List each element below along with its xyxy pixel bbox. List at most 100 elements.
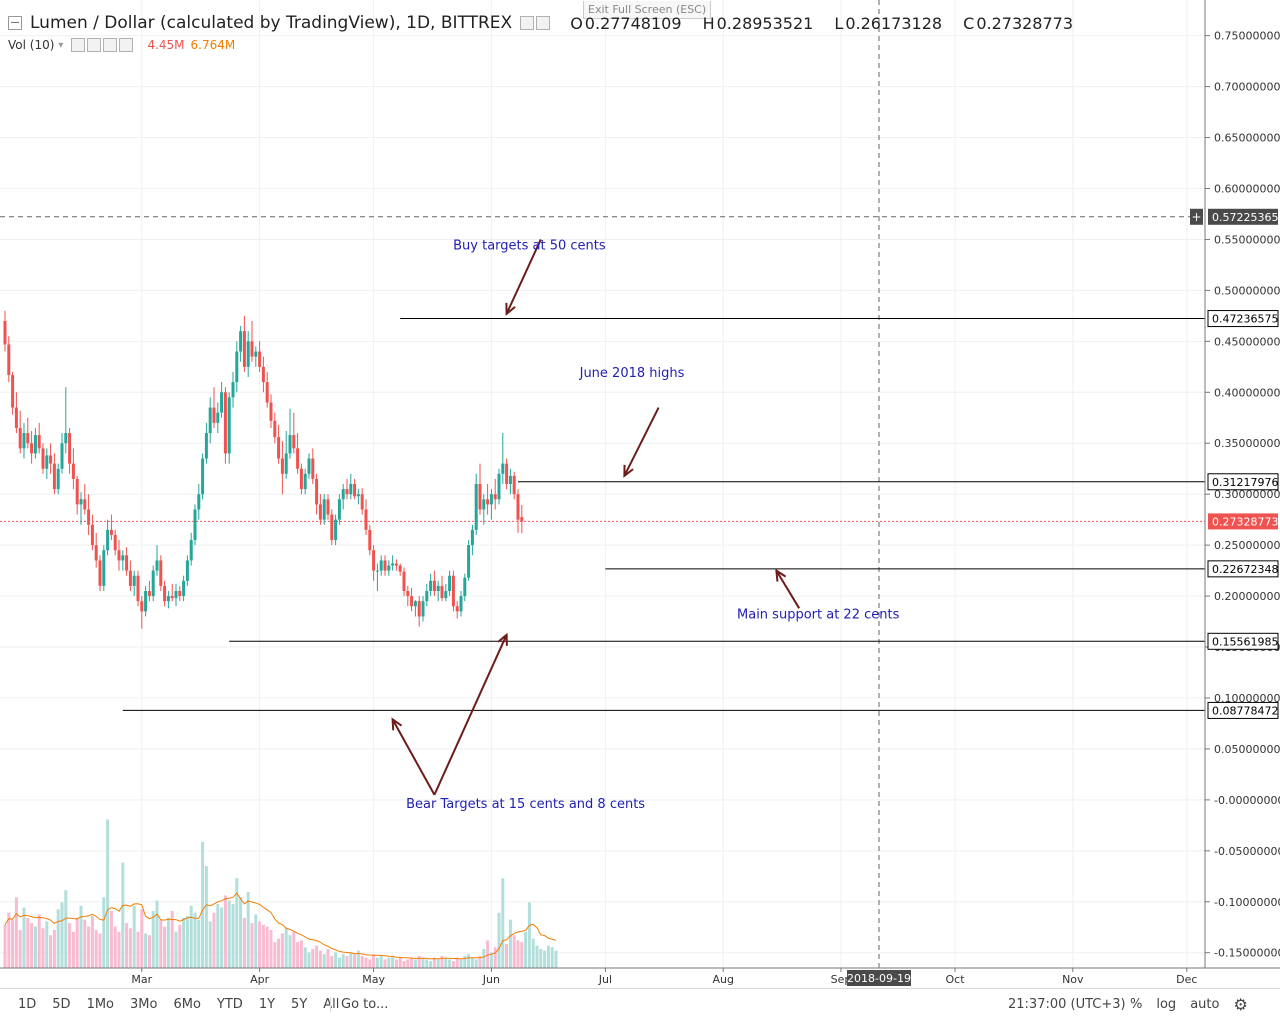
candle-body xyxy=(470,529,474,546)
candle-body xyxy=(315,478,319,505)
candle-body xyxy=(311,458,315,479)
volume-bar xyxy=(166,917,170,968)
volume-bar xyxy=(52,930,56,968)
candle-body xyxy=(292,435,296,449)
y-tick-label: 0.10000000 xyxy=(1214,692,1280,705)
candle-body xyxy=(242,331,246,367)
candle-body xyxy=(448,575,452,591)
candle-body xyxy=(512,475,516,495)
x-tick-label: Dec xyxy=(1176,973,1197,986)
candle-body xyxy=(391,563,395,566)
candle-body xyxy=(436,585,440,591)
candle-body xyxy=(440,585,444,599)
range-5d[interactable]: 5D xyxy=(52,997,71,1012)
volume-bar xyxy=(520,942,524,968)
candle-body xyxy=(30,443,34,454)
candle-body xyxy=(288,435,292,454)
eye-icon[interactable] xyxy=(520,16,535,30)
volume-bar xyxy=(440,955,444,968)
volume-bar xyxy=(254,914,258,968)
range-ytd[interactable]: YTD xyxy=(216,997,243,1012)
range-1mo[interactable]: 1Mo xyxy=(86,997,115,1012)
candle-body xyxy=(125,555,129,571)
collapse-icon[interactable] xyxy=(8,16,22,30)
range-6mo[interactable]: 6Mo xyxy=(173,997,201,1012)
candle-body xyxy=(136,575,140,602)
candle-body xyxy=(482,499,486,510)
percent-toggle[interactable]: % xyxy=(1130,997,1143,1012)
volume-bar xyxy=(265,926,269,968)
header-tools[interactable] xyxy=(520,16,551,30)
volume-bar xyxy=(455,957,459,968)
volume-bar xyxy=(3,924,7,968)
volume-ma-value: 6.764M xyxy=(190,38,236,52)
volume-bar xyxy=(90,916,94,968)
range-1y[interactable]: 1Y xyxy=(258,997,276,1012)
candle-body xyxy=(372,550,376,571)
range-3mo[interactable]: 3Mo xyxy=(130,997,158,1012)
y-tick-label: 0.25000000 xyxy=(1214,539,1280,552)
volume-bar xyxy=(41,928,45,968)
volume-bar xyxy=(102,897,106,968)
y-tick-label: 0.45000000 xyxy=(1214,335,1280,348)
x-tick-label: Jul xyxy=(598,973,612,986)
eye-icon[interactable] xyxy=(71,38,86,52)
volume-bar xyxy=(524,931,528,968)
plus-icon[interactable]: + xyxy=(1191,210,1201,224)
volume-bar xyxy=(394,959,398,968)
candle-body xyxy=(178,590,182,597)
volume-bar xyxy=(375,957,379,968)
range-1d[interactable]: 1D xyxy=(18,997,37,1012)
log-toggle[interactable]: log xyxy=(1156,997,1177,1012)
auto-toggle[interactable]: auto xyxy=(1190,997,1220,1012)
volume-bar xyxy=(311,949,315,968)
volume-bar xyxy=(345,955,349,968)
support-resistance-levels xyxy=(0,318,1205,711)
candle-body xyxy=(258,351,262,367)
close-icon[interactable] xyxy=(119,38,134,52)
candle-body xyxy=(516,494,520,520)
volume-bar xyxy=(436,959,440,968)
range-5y[interactable]: 5Y xyxy=(291,997,308,1012)
volume-bar xyxy=(330,955,334,968)
volume-tools[interactable] xyxy=(71,38,134,52)
grid xyxy=(0,0,1205,968)
y-tick-label: 0.30000000 xyxy=(1214,488,1280,501)
volume-bar xyxy=(497,912,501,968)
volume-bar xyxy=(543,950,547,968)
crosshair-plus-box[interactable] xyxy=(1190,208,1203,225)
candle-body xyxy=(182,580,186,597)
goto-button[interactable]: Go to... xyxy=(330,997,388,1012)
crosshair-date-box xyxy=(847,970,911,986)
gear-icon[interactable]: ⚙ xyxy=(1233,995,1248,1014)
y-tick-label: 0.75000000 xyxy=(1214,30,1280,43)
add-icon[interactable] xyxy=(103,38,118,52)
volume-bar xyxy=(37,914,41,968)
volume-bar xyxy=(14,897,18,968)
level-price-box xyxy=(1207,701,1279,719)
volume-bar xyxy=(444,957,448,968)
volume-bar xyxy=(527,902,531,968)
chevron-down-icon[interactable]: ▾ xyxy=(58,39,64,51)
level-price-box xyxy=(1207,473,1279,491)
settings-icon[interactable] xyxy=(536,16,551,30)
volume-bar xyxy=(208,921,212,968)
volume-bar xyxy=(151,911,155,968)
candle-body xyxy=(204,433,208,459)
volume-bar xyxy=(163,926,167,968)
volume-bar xyxy=(451,961,455,968)
candle-body xyxy=(489,494,493,505)
volume-bar xyxy=(470,957,474,968)
annotation-arrow-head xyxy=(497,632,508,646)
range-all[interactable]: All xyxy=(323,997,340,1012)
candle-body xyxy=(406,590,410,597)
volume-bar xyxy=(87,926,91,968)
x-tick-label: Sep xyxy=(831,973,852,986)
volume-bar xyxy=(155,900,159,968)
price-chart[interactable]: Buy targets at 50 cents June 2018 highs Ma… xyxy=(0,0,1280,988)
clock-display[interactable]: 21:37:00 (UTC+3) xyxy=(1008,997,1126,1012)
volume-bar xyxy=(478,955,482,968)
y-tick-label: 0.70000000 xyxy=(1214,81,1280,94)
exit-fullscreen-button[interactable]: Exit Full Screen (ESC) xyxy=(583,1,712,19)
settings-icon[interactable] xyxy=(87,38,102,52)
